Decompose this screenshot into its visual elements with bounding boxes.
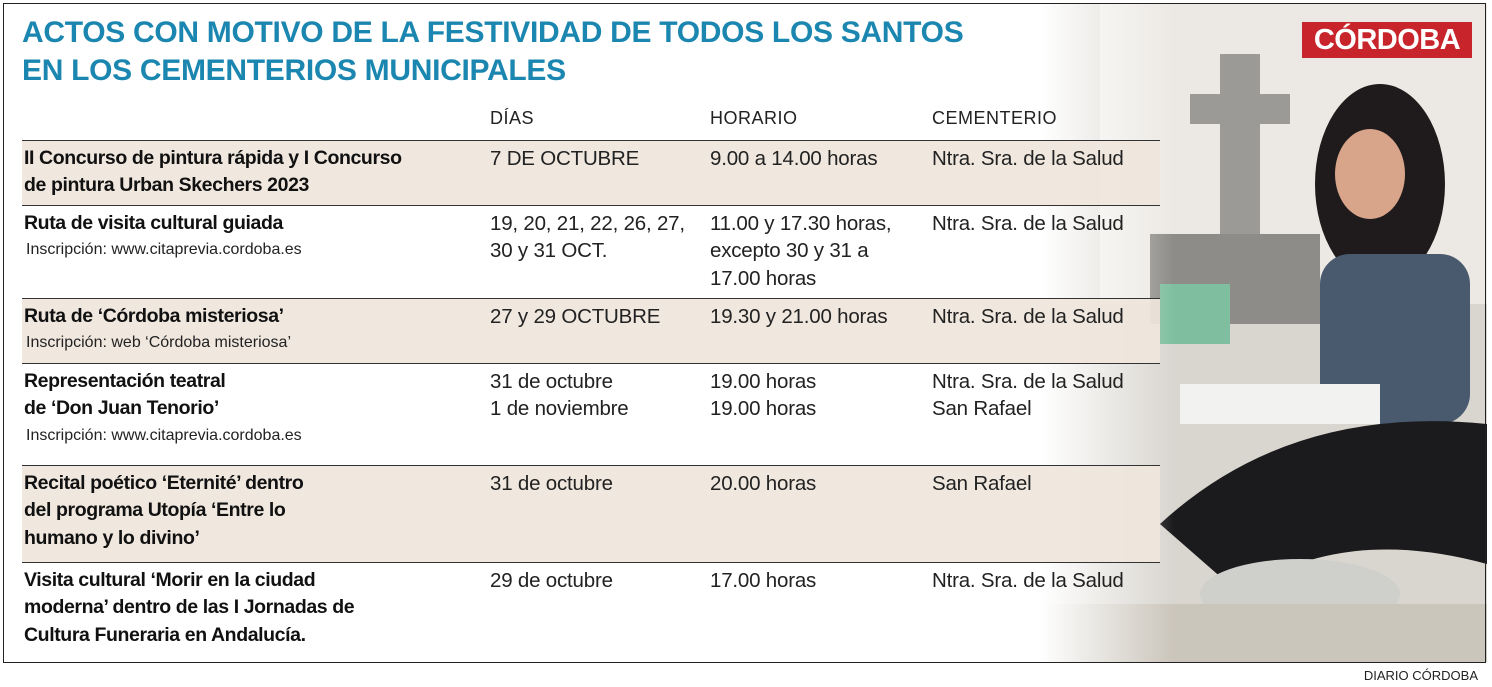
event-text: Ruta de visita cultural guiada — [24, 212, 283, 234]
time-text: 9.00 a 14.00 horas — [710, 147, 878, 170]
column-header: CEMENTERIO — [932, 108, 1058, 128]
credit: DIARIO CÓRDOBA — [1363, 668, 1478, 683]
column-header: HORARIO — [710, 108, 798, 128]
event-text: Cultura Funeraria en Andalucía. — [24, 623, 306, 646]
time-text: 20.00 horas — [710, 472, 817, 495]
event-text: Ruta de ‘Córdoba misteriosa’ — [24, 305, 284, 327]
days-text: 7 DE OCTUBRE — [490, 147, 640, 170]
row-bg — [22, 363, 1160, 465]
event-text: II Concurso de pintura rápida y I Concur… — [24, 147, 402, 169]
event-text: Visita cultural ‘Morir en la ciudad — [24, 569, 316, 591]
event-text: Recital poético ‘Eternité’ dentro — [24, 472, 304, 494]
event-text: de pintura Urban Skechers 2023 — [24, 174, 309, 197]
row-bg — [22, 140, 1160, 205]
time-text: 17.00 horas — [710, 569, 817, 592]
inscription-note: Inscripción: www.citaprevia.cordoba.es — [26, 241, 302, 259]
event-text: moderna’ dentro de las I Jornadas de — [24, 596, 355, 619]
inscription-note: Inscripción: web ‘Córdoba misteriosa’ — [26, 334, 291, 352]
time-text: excepto 30 y 31 a — [710, 239, 869, 263]
time-text: 19.00 horas — [710, 370, 817, 393]
row-bg — [22, 465, 1160, 562]
days-text: 31 de octubre — [490, 370, 613, 393]
place-text: San Rafael — [932, 472, 1032, 495]
days-text: 1 de noviembre — [490, 397, 629, 421]
time-text: 11.00 y 17.30 horas, — [710, 212, 892, 235]
inscription-note: Inscripción: www.citaprevia.cordoba.es — [26, 426, 302, 444]
row-bg — [22, 562, 1160, 662]
row-bg — [22, 298, 1160, 363]
days-text: 19, 20, 21, 22, 26, 27, — [490, 212, 685, 235]
row-bg — [22, 205, 1160, 298]
event-text: del programa Utopía ‘Entre lo — [24, 499, 286, 522]
event-text: Representación teatral — [24, 370, 226, 392]
time-text: 17.00 horas — [710, 266, 817, 290]
place-text: Ntra. Sra. de la Salud — [932, 305, 1124, 328]
time-text: 19.00 horas — [710, 397, 817, 421]
place-text: Ntra. Sra. de la Salud — [932, 370, 1124, 393]
time-text: 19.30 y 21.00 horas — [710, 305, 888, 328]
frame — [3, 3, 1486, 663]
days-text: 29 de octubre — [490, 569, 613, 592]
place-text: Ntra. Sra. de la Salud — [932, 212, 1124, 235]
logo: CÓRDOBA — [1302, 22, 1472, 58]
title-line: EN LOS CEMENTERIOS MUNICIPALES — [22, 54, 566, 87]
days-text: 30 y 31 OCT. — [490, 239, 608, 263]
event-text: de ‘Don Juan Tenorio’ — [24, 397, 219, 420]
days-text: 31 de octubre — [490, 472, 613, 495]
days-text: 27 y 29 OCTUBRE — [490, 305, 661, 328]
place-text: Ntra. Sra. de la Salud — [932, 569, 1124, 592]
column-header: DÍAS — [490, 108, 535, 128]
place-text: Ntra. Sra. de la Salud — [932, 147, 1124, 170]
event-text: humano y lo divino’ — [24, 526, 200, 549]
title-line: ACTOS CON MOTIVO DE LA FESTIVIDAD DE TOD… — [22, 16, 964, 49]
place-text: San Rafael — [932, 397, 1032, 421]
